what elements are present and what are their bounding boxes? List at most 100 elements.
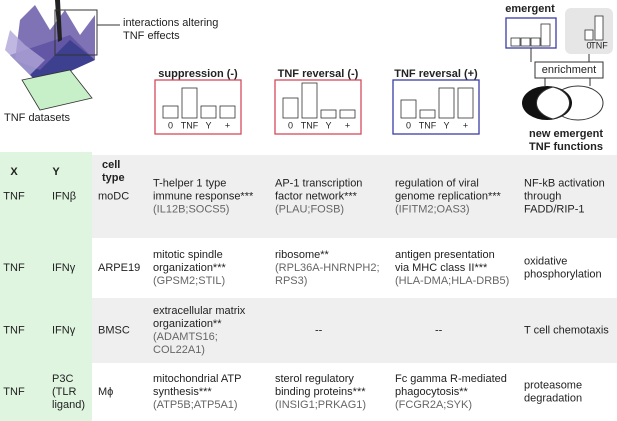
- enrichment-term: factor network***: [275, 190, 358, 202]
- schematic-bar: [339, 109, 356, 119]
- schematic-bar: [162, 105, 179, 119]
- schematic-bar: [200, 105, 217, 119]
- enrichment-term: via MHC class II***: [395, 262, 488, 274]
- cell-y: (TLR: [52, 386, 77, 398]
- bar-label: Y: [443, 120, 449, 130]
- surface: [5, 0, 120, 111]
- enrichment-term: T-helper 1 type: [153, 177, 226, 189]
- enrichment-term: through: [524, 190, 561, 202]
- enrichment-term: extracellular matrix: [153, 305, 246, 317]
- schematic-bar: [181, 87, 198, 119]
- panel-title: suppression (-): [158, 68, 238, 80]
- enrichment-term: AP-1 transcription: [275, 177, 362, 189]
- schematic-bar: [320, 109, 337, 119]
- bar-label: TNF: [419, 120, 437, 130]
- bar-label: Y: [325, 120, 331, 130]
- row-band: [92, 298, 617, 363]
- enrichment-term: --: [435, 324, 443, 336]
- cell-y: P3C: [52, 373, 73, 385]
- bar-label: 0: [406, 120, 411, 130]
- enrichment-term: organization**: [153, 318, 222, 330]
- enrichment-term: oxidative: [524, 255, 567, 267]
- emergent-bars: [510, 23, 551, 47]
- enrichment: enrichment: [542, 64, 596, 76]
- gene-list: (HLA-DMA;HLA-DRB5): [395, 275, 509, 287]
- bar-label: TNF: [590, 40, 608, 50]
- green-column: [0, 152, 92, 421]
- cell-type: moDC: [98, 190, 129, 202]
- gene-list: (INSIG1;PRKAG1): [275, 399, 366, 411]
- schematic-bar: [400, 99, 417, 119]
- enrichment-term: antigen presentation: [395, 249, 495, 261]
- enrichment-term: NF-kB activation: [524, 177, 605, 189]
- enrichment-term: --: [315, 324, 323, 336]
- cell-y: IFNγ: [52, 324, 76, 336]
- enrichment-term: FADD/RIP-1: [524, 203, 585, 215]
- col-cell: type: [102, 172, 125, 184]
- cell-y: ligand): [52, 399, 85, 411]
- enrichment-term: organization***: [153, 262, 226, 274]
- enrichment-term: binding proteins***: [275, 386, 366, 398]
- gene-list: (RPL36A-HNRNPH2;: [275, 262, 380, 274]
- enrichment-term: regulation of viral: [395, 177, 479, 189]
- enrichment-term: ribosome**: [275, 249, 330, 261]
- datasets-label: TNF datasets: [4, 112, 71, 124]
- enrichment-term: Fc gamma R-mediated: [395, 373, 507, 385]
- surface-label: TNF effects: [123, 30, 180, 42]
- reference-bars: [584, 15, 604, 41]
- enrichment-term: proteasome: [524, 379, 582, 391]
- gene-list: (ATP5B;ATP5A1): [153, 399, 238, 411]
- gene-list: COL22A1): [153, 344, 205, 356]
- bar-label: +: [345, 120, 350, 130]
- emergent-title: emergent: [505, 3, 555, 15]
- overlap: [536, 86, 570, 120]
- surface-label: interactions altering: [123, 17, 218, 29]
- enrichment-term: phagocytosis**: [395, 386, 468, 398]
- bar-label: 0: [586, 40, 591, 50]
- schematic-bar: [282, 97, 299, 119]
- enrichment-term: mitochondrial ATP: [153, 373, 241, 385]
- bar-label: TNF: [301, 120, 319, 130]
- cell-type: Mϕ: [98, 386, 113, 398]
- cell-x: TNF: [3, 190, 25, 202]
- gene-list: (IFITM2;OAS3): [395, 203, 470, 215]
- bar-label: +: [225, 120, 230, 130]
- col-x: X: [10, 166, 18, 178]
- bar-label: Y: [205, 120, 211, 130]
- enrichment-term: degradation: [524, 392, 582, 404]
- cell-type: BMSC: [98, 324, 130, 336]
- bar-label: 0: [168, 120, 173, 130]
- gene-list: (IL12B;SOCS5): [153, 203, 229, 215]
- bar-label: TNF: [181, 120, 199, 130]
- schematic-bar: [457, 87, 474, 119]
- panel-title: TNF reversal (-): [278, 68, 359, 80]
- cell-y: IFNβ: [52, 190, 76, 202]
- col-y: Y: [52, 166, 60, 178]
- gene-list: (GPSM2;STIL): [153, 275, 225, 287]
- enrichment-term: immune response***: [153, 190, 254, 202]
- cell-y: IFNγ: [52, 262, 76, 274]
- schematic-bar: [438, 87, 455, 119]
- enrichment-term: T cell chemotaxis: [524, 324, 609, 336]
- schematic-bar: [219, 105, 236, 119]
- cell-x: TNF: [3, 262, 25, 274]
- cell-x: TNF: [3, 324, 25, 336]
- gene-list: (ADAMTS16;: [153, 331, 218, 343]
- cell-x: TNF: [3, 386, 25, 398]
- enrichment-term: mitotic spindle: [153, 249, 223, 261]
- enrichment-box: [534, 61, 604, 79]
- enrichment-term: phosphorylation: [524, 268, 602, 280]
- enrichment-term: genome replication***: [395, 190, 502, 202]
- schematic-bar: [301, 82, 318, 119]
- gene-list: RPS3): [275, 275, 307, 287]
- panel-title: TNF reversal (+): [394, 68, 478, 80]
- bar-label: 0: [288, 120, 293, 130]
- bar-label: +: [463, 120, 468, 130]
- col-cell: cell: [102, 159, 120, 171]
- enrichment-term: sterol regulatory: [275, 373, 354, 385]
- new-functions: new emergent: [529, 128, 603, 140]
- schematic-bar: [419, 109, 436, 119]
- gene-list: (PLAU;FOSB): [275, 203, 344, 215]
- gene-list: (FCGR2A;SYK): [395, 399, 472, 411]
